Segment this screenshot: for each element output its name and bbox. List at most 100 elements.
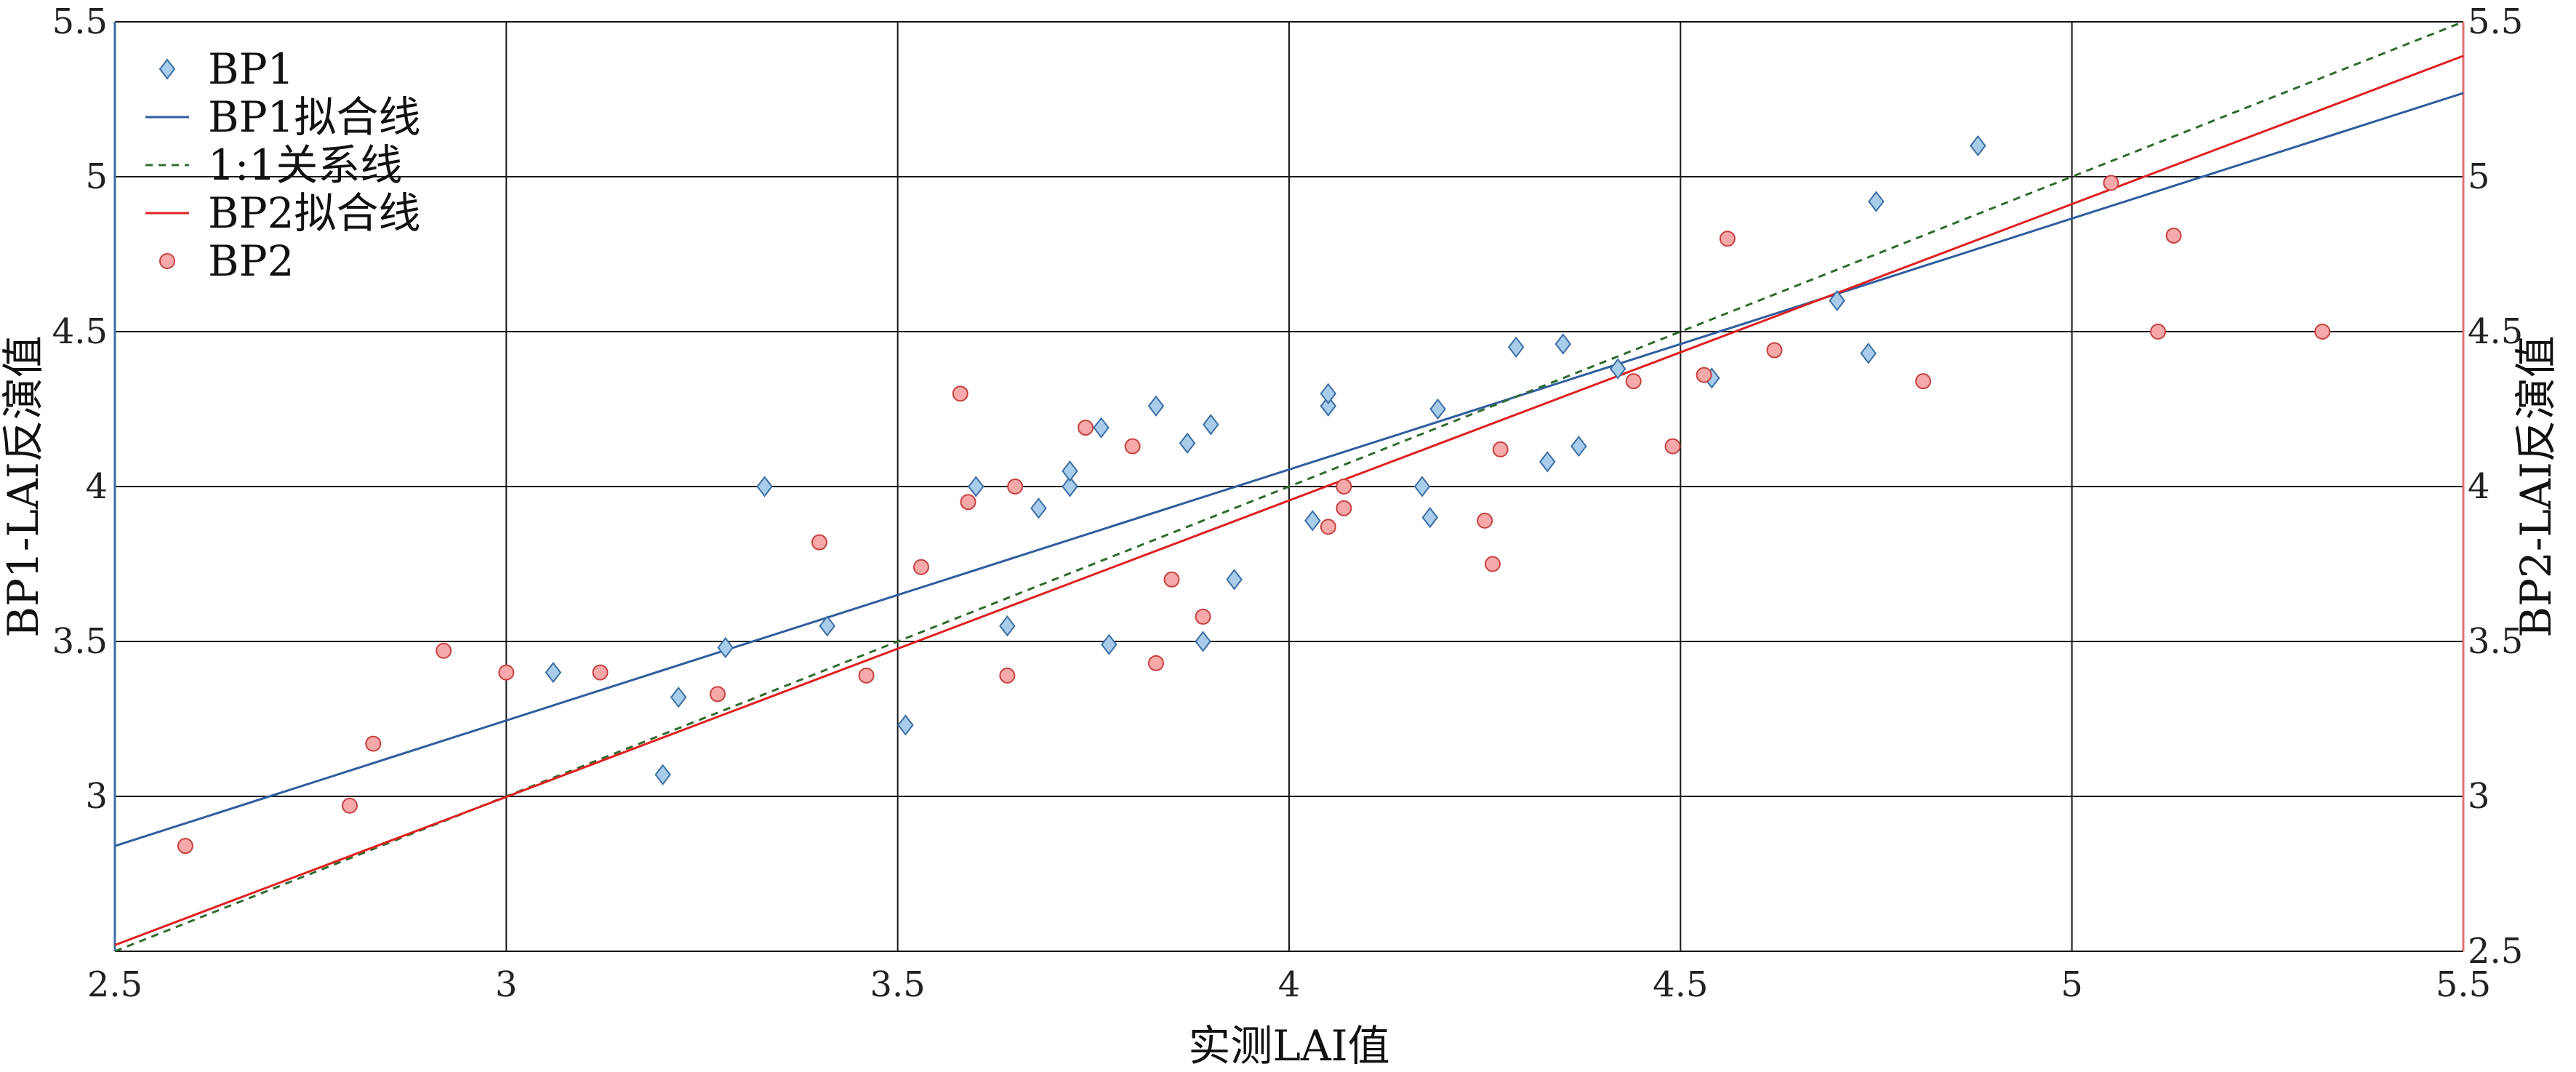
legend-label: BP1 — [208, 44, 294, 94]
legend-label: 1:1关系线 — [208, 140, 402, 190]
bp2-point — [1766, 342, 1783, 359]
bp2-point — [858, 667, 875, 684]
bp1-point — [1421, 506, 1439, 529]
y-left-tick-label: 5 — [85, 156, 108, 197]
bp2-point — [1336, 479, 1352, 495]
bp1-point — [1030, 497, 1047, 519]
fit-lines — [114, 20, 2464, 953]
y-right-tick-label: 5.5 — [2468, 1, 2523, 42]
bp2-point — [1163, 571, 1180, 588]
bp2-point — [592, 664, 609, 681]
bp2-point — [1147, 655, 1164, 671]
bp2-point — [1696, 367, 1712, 383]
bp1-point — [756, 476, 773, 497]
bp2-point — [436, 642, 452, 659]
x-axis-title: 实测LAI值 — [1188, 1021, 1389, 1071]
y-right-tick-label: 4 — [2468, 466, 2490, 507]
y-left-tick-label: 4.5 — [52, 311, 108, 352]
bp1-point — [654, 764, 671, 785]
bp1-point — [1195, 631, 1211, 652]
x-tick-label: 3 — [495, 964, 518, 1005]
bp2-point — [811, 534, 827, 551]
bp1-point — [1429, 398, 1446, 420]
bp2-point — [1124, 438, 1141, 455]
bp1-point — [1970, 135, 1986, 157]
x-tick-label: 4 — [1278, 964, 1301, 1005]
bp1-point — [717, 636, 734, 659]
bp1-point — [1062, 476, 1078, 497]
bp1-point — [1320, 383, 1337, 404]
bp2-point — [1492, 441, 1509, 457]
y-axis-right-title: BP2-LAI反演值 — [2511, 335, 2561, 637]
legend-label: BP2 — [208, 236, 294, 286]
legend-label: BP2拟合线 — [208, 188, 421, 238]
bp2-point — [1915, 373, 1932, 390]
tick-labels: 2.5 3 3.5 4 4.5 5 5.533.544.555.52.533.544.555… — [52, 1, 2524, 1005]
bp1-point — [1093, 417, 1110, 439]
y-left-tick-label: 5.5 — [52, 1, 108, 42]
bp2-point — [2103, 175, 2119, 191]
bp1-point — [999, 615, 1016, 637]
bp2-point — [177, 838, 193, 855]
bp1-point — [1203, 414, 1219, 436]
bp2-point — [1484, 556, 1501, 572]
bp1-point — [1539, 451, 1556, 473]
bp2-point — [2314, 324, 2331, 340]
legend-marker-bp2 — [159, 253, 175, 269]
bp2-point — [1007, 479, 1024, 495]
x-tick-label: 5.5 — [2436, 964, 2491, 1005]
bp2-point — [710, 686, 726, 703]
bp2-point — [999, 667, 1016, 684]
fit-line-1 — [114, 92, 2464, 847]
bp1-point — [1062, 460, 1078, 482]
bp2-point — [1195, 608, 1211, 625]
legend-label: BP1拟合线 — [208, 92, 421, 142]
bp1-point — [1829, 289, 1845, 312]
y-left-tick-label: 4 — [85, 466, 108, 507]
bp2-point — [960, 494, 976, 511]
x-tick-label: 3.5 — [870, 964, 925, 1005]
bp2-point — [1477, 512, 1493, 529]
x-tick-label: 5 — [2061, 964, 2083, 1005]
y-right-tick-label: 3 — [2468, 776, 2490, 817]
y-right-tick-label: 5 — [2468, 156, 2490, 197]
bp2-point — [912, 559, 929, 575]
y-axis-left-title: BP1-LAI反演值 — [0, 335, 48, 637]
y-right-tick-label: 2.5 — [2468, 931, 2523, 972]
bp1-point — [545, 661, 562, 684]
bp1-point — [1304, 510, 1321, 532]
bp2-point — [1078, 420, 1094, 436]
bp1-point — [1860, 343, 1877, 364]
bp2-point — [1625, 373, 1642, 390]
bp2-point — [1719, 231, 1736, 247]
bp1-point — [1609, 358, 1626, 380]
bp1-point — [1179, 432, 1196, 455]
y-right-tick-label: 3.5 — [2468, 621, 2523, 662]
bp1-point — [1147, 395, 1165, 417]
bp1-point — [1507, 336, 1525, 358]
legend-marker-bp1 — [159, 58, 176, 80]
bp2-point — [1664, 438, 1681, 455]
bp1-point — [1570, 435, 1587, 457]
data-points — [177, 135, 2331, 855]
bp1-point — [1226, 569, 1243, 591]
y-left-tick-label: 3.5 — [52, 621, 108, 662]
bp2-point — [342, 797, 358, 814]
bp1-point — [1868, 191, 1885, 212]
bp1-point — [670, 687, 687, 708]
y-right-tick-label: 4.5 — [2468, 311, 2523, 352]
y-left-tick-label: 3 — [85, 776, 108, 817]
bp2-point — [1320, 519, 1336, 535]
bp1-point — [819, 615, 836, 637]
bp2-point — [2165, 227, 2182, 244]
x-tick-label: 4.5 — [1653, 964, 1708, 1005]
bp1-point — [968, 476, 984, 497]
bp2-point — [2150, 324, 2167, 340]
bp2-point — [1336, 500, 1352, 516]
fit-line-3 — [114, 55, 2464, 946]
bp2-point — [952, 385, 968, 402]
bp1-point — [1413, 476, 1431, 497]
bp1-point — [1320, 395, 1337, 417]
